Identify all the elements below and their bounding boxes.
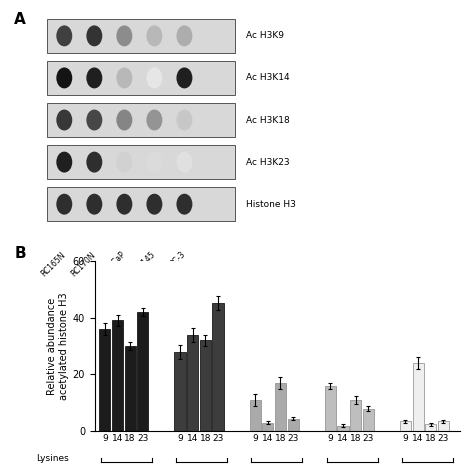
Ellipse shape (56, 152, 72, 173)
Bar (47, 103, 235, 137)
Text: LNCaP: LNCaP (103, 250, 127, 274)
Bar (288, 419, 299, 431)
Ellipse shape (56, 67, 72, 89)
Text: Lysines: Lysines (36, 454, 69, 463)
Text: Ac H3K9: Ac H3K9 (246, 31, 283, 40)
Ellipse shape (146, 26, 163, 46)
Text: DU-145: DU-145 (130, 250, 157, 277)
Bar (137, 312, 148, 431)
Text: Ac H3K18: Ac H3K18 (246, 116, 289, 125)
Bar (425, 424, 436, 431)
Ellipse shape (117, 194, 132, 215)
Text: B: B (14, 246, 26, 262)
Ellipse shape (146, 152, 163, 173)
Ellipse shape (86, 194, 102, 215)
Ellipse shape (146, 194, 163, 215)
Ellipse shape (86, 152, 102, 173)
Bar (400, 421, 411, 431)
Text: RC170N: RC170N (69, 250, 97, 278)
Bar (337, 426, 348, 431)
Ellipse shape (176, 67, 192, 89)
Bar (325, 386, 336, 431)
Ellipse shape (176, 109, 192, 130)
Ellipse shape (176, 152, 192, 173)
Ellipse shape (117, 26, 132, 46)
Bar (438, 421, 449, 431)
Text: A: A (14, 12, 26, 27)
Bar (47, 145, 235, 179)
Bar (350, 400, 361, 431)
Bar (212, 303, 224, 431)
Bar (200, 340, 211, 431)
Text: RC165N: RC165N (39, 250, 67, 278)
Ellipse shape (56, 194, 72, 215)
Ellipse shape (86, 109, 102, 130)
Text: PC-3: PC-3 (168, 250, 187, 269)
Bar (187, 335, 198, 431)
Bar (275, 383, 286, 431)
Bar (363, 409, 374, 431)
Ellipse shape (117, 152, 132, 173)
Ellipse shape (117, 67, 132, 89)
Text: Histone H3: Histone H3 (246, 200, 295, 209)
Ellipse shape (56, 26, 72, 46)
Text: Ac H3K14: Ac H3K14 (246, 73, 289, 82)
Bar (100, 329, 110, 431)
Bar (47, 187, 235, 221)
Ellipse shape (86, 26, 102, 46)
Ellipse shape (117, 109, 132, 130)
Ellipse shape (146, 109, 163, 130)
Bar (412, 363, 424, 431)
Bar (47, 61, 235, 95)
Ellipse shape (56, 109, 72, 130)
Ellipse shape (176, 26, 192, 46)
Bar (125, 346, 136, 431)
Text: Ac H3K23: Ac H3K23 (246, 157, 289, 166)
Bar (250, 400, 261, 431)
Bar (262, 423, 273, 431)
Bar (174, 352, 186, 431)
Ellipse shape (86, 67, 102, 89)
Bar (112, 320, 123, 431)
Ellipse shape (146, 67, 163, 89)
Y-axis label: Relative abundance
acetylated histone H3: Relative abundance acetylated histone H3 (47, 292, 69, 400)
Bar (47, 19, 235, 53)
Ellipse shape (176, 194, 192, 215)
